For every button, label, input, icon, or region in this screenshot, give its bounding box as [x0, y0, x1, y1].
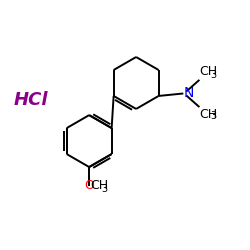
Text: 3: 3 — [101, 184, 107, 194]
Text: N: N — [184, 86, 194, 101]
Text: O: O — [84, 179, 94, 192]
Text: CH: CH — [200, 108, 218, 121]
Text: CH: CH — [200, 65, 218, 78]
Text: 3: 3 — [210, 70, 216, 81]
Text: CH: CH — [90, 179, 108, 192]
Text: HCl: HCl — [14, 91, 48, 109]
Text: 3: 3 — [210, 111, 216, 121]
